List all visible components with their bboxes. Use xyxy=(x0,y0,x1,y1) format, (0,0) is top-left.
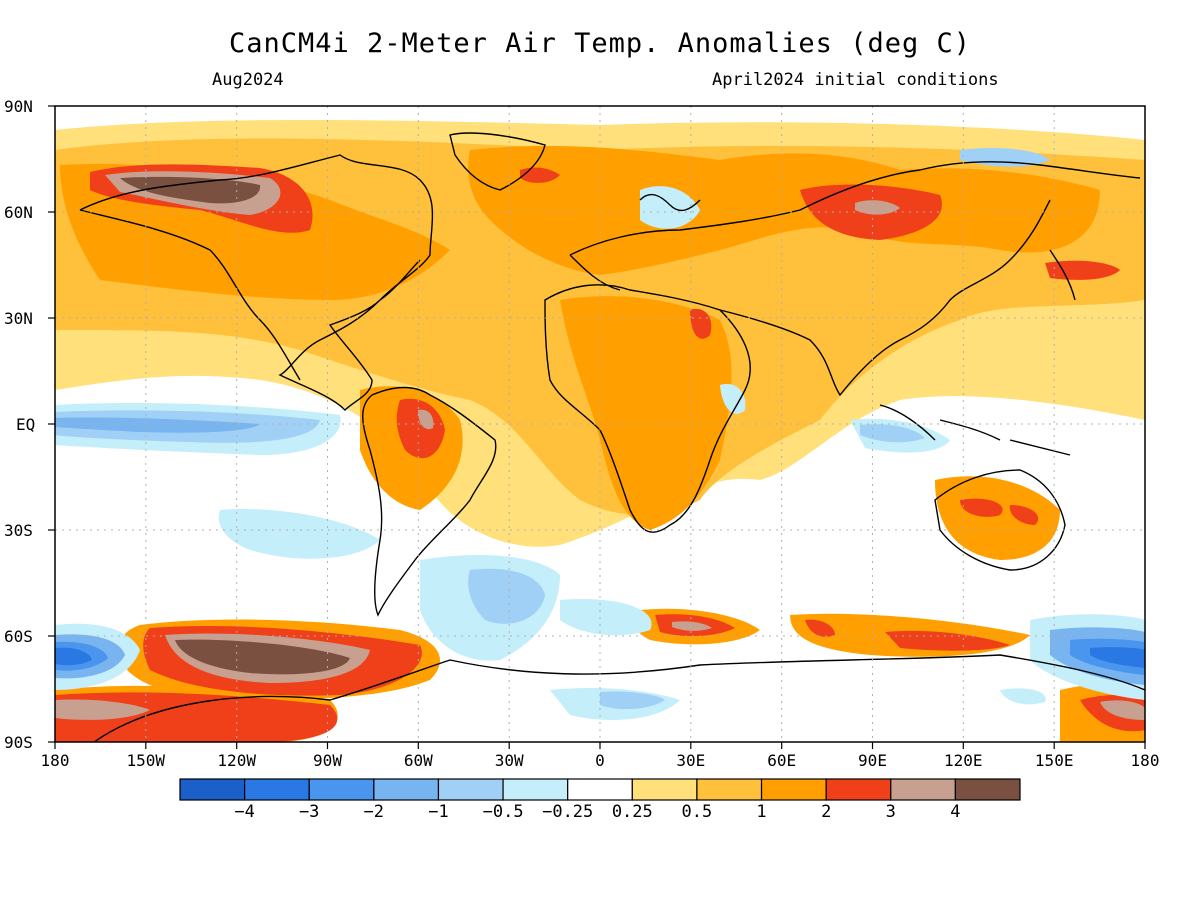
colorbar-label-4: 4 xyxy=(950,802,961,822)
axis-ticks xyxy=(48,105,1146,749)
lon-label-120w: 120W xyxy=(217,751,256,770)
colorbar-label-minus-1: −1 xyxy=(428,802,449,822)
lat-label-60n: 60N xyxy=(4,203,33,222)
lat-label-eq: EQ xyxy=(16,415,36,434)
lat-label-30s: 30S xyxy=(4,521,33,540)
colorbar-label-minus-0-25: −0.25 xyxy=(542,802,594,822)
colorbar-label-3: 3 xyxy=(885,802,896,822)
anomaly-field-strong xyxy=(55,164,1145,742)
lon-label-30w: 30W xyxy=(494,751,524,770)
colorbar-label-minus-3: −3 xyxy=(298,802,320,822)
lon-label-180e: 180 xyxy=(1130,751,1160,770)
lon-label-90w: 90W xyxy=(313,751,342,770)
colorbar-label-minus-4: −4 xyxy=(234,802,255,822)
lat-label-90n: 90N xyxy=(4,97,33,116)
initial-conditions-label: April2024 initial conditions xyxy=(712,70,999,90)
lat-label-30n: 30N xyxy=(4,309,33,328)
lon-label-150w: 150W xyxy=(126,751,166,770)
lon-label-150e: 150E xyxy=(1034,751,1074,770)
lon-label-60e: 60E xyxy=(767,751,797,770)
lon-label-90e: 90E xyxy=(858,751,887,770)
colorbar-label-1: 1 xyxy=(756,802,767,822)
lon-label-0: 0 xyxy=(595,751,605,770)
colorbar-label-2: 2 xyxy=(821,802,832,822)
chart-title: CanCM4i 2-Meter Air Temp. Anomalies (deg… xyxy=(229,28,971,59)
anomaly-field-negative xyxy=(55,148,1145,720)
lat-label-60s: 60S xyxy=(4,627,33,646)
colorbar-label-minus-0-5: −0.5 xyxy=(482,802,524,822)
colorbar-label-0-25: 0.25 xyxy=(611,802,653,822)
lon-label-30e: 30E xyxy=(676,751,706,770)
lon-label-60w: 60W xyxy=(403,751,433,770)
lon-label-180w: 180 xyxy=(40,751,70,770)
lon-label-120e: 120E xyxy=(944,751,983,770)
colorbar-label-minus-2: −2 xyxy=(363,802,385,822)
colorbar-label-0-5: 0.5 xyxy=(681,802,713,822)
coastlines xyxy=(79,132,1145,742)
grid-lines xyxy=(55,106,1145,742)
lat-label-90s: 90S xyxy=(4,733,33,752)
forecast-month: Aug2024 xyxy=(212,70,284,90)
